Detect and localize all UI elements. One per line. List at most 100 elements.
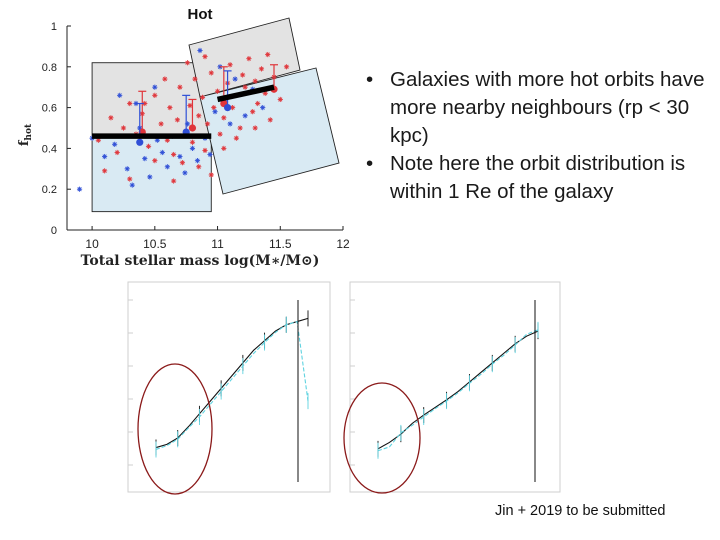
bullet-item: • Galaxies with more hot orbits have more… — [366, 66, 711, 150]
blue-scatter-point — [189, 145, 196, 151]
red-scatter-point — [211, 105, 217, 111]
bullet-text: Galaxies with more hot orbits have more … — [390, 68, 705, 147]
red-scatter-point — [221, 145, 227, 151]
x-tick-label: 10.5 — [143, 237, 167, 251]
red-scatter-point — [184, 60, 191, 66]
lower-left-highlight-circle — [137, 363, 213, 495]
red-scatter-point — [192, 76, 198, 82]
red-scatter-point — [240, 72, 246, 78]
red-scatter-point — [217, 131, 223, 137]
red-scatter-point — [208, 172, 214, 178]
blue-scatter-point — [76, 186, 83, 192]
red-scatter-point — [221, 115, 227, 121]
blue-scatter-point — [102, 153, 108, 160]
lower-right-highlight-circle — [343, 382, 421, 494]
red-scatter-point — [127, 176, 133, 182]
blue-scatter-point — [212, 109, 218, 115]
blue-scatter-point — [112, 141, 118, 147]
blue-scatter-point — [197, 47, 203, 54]
blue-scatter-point — [182, 170, 188, 176]
red-scatter-point — [152, 158, 158, 164]
blue-scatter-point — [232, 76, 238, 82]
red-scatter-point — [255, 100, 261, 107]
red-scatter-point — [114, 149, 120, 156]
x-tick-label: 11.5 — [269, 237, 292, 251]
red-scatter-point — [202, 147, 208, 154]
chart-title: Hot — [188, 6, 213, 23]
red-scatter-point — [204, 121, 211, 127]
red-scatter-point — [199, 94, 206, 100]
blue-mean-marker — [223, 104, 232, 112]
blue-scatter-point — [159, 149, 165, 156]
red-scatter-point — [102, 168, 108, 174]
bullet-list: • Galaxies with more hot orbits have more… — [366, 66, 711, 206]
blue-scatter-point — [207, 151, 213, 158]
red-scatter-point — [265, 51, 271, 58]
red-scatter-point — [233, 135, 239, 141]
y-tick-label: 0.4 — [42, 143, 57, 155]
y-tick-label: 0.2 — [42, 184, 57, 196]
black-profile-line — [377, 330, 539, 450]
citation: Jin + 2019 to be submitted — [495, 503, 666, 519]
red-scatter-point — [277, 96, 283, 103]
blue-scatter-point — [152, 84, 158, 90]
y-tick-label: 0 — [51, 225, 57, 237]
red-scatter-point — [246, 56, 252, 62]
bullet-item: • Note here the orbit distribution is wit… — [366, 150, 711, 206]
red-scatter-point — [171, 178, 177, 184]
red-scatter-point — [95, 137, 101, 143]
bullet-text: Note here the orbit distribution is with… — [390, 152, 686, 203]
x-tick-label: 12 — [336, 237, 350, 251]
blue-scatter-point — [117, 92, 123, 98]
red-scatter-point — [167, 105, 173, 111]
red-scatter-point — [227, 62, 233, 68]
red-mean-marker — [188, 124, 197, 132]
red-scatter-point — [252, 78, 258, 84]
red-scatter-point — [162, 76, 168, 82]
red-scatter-point — [283, 64, 290, 70]
red-scatter-point — [187, 102, 193, 109]
black-profile-line — [155, 317, 309, 449]
blue-scatter-point — [260, 105, 266, 111]
blue-scatter-point — [147, 174, 153, 180]
lower-panel-frame — [127, 281, 331, 493]
y-tick-label: 0.6 — [42, 103, 57, 115]
blue-region-box-rotated — [199, 67, 340, 195]
blue-scatter-point — [177, 153, 183, 160]
blue-scatter-point — [142, 156, 148, 162]
x-tick-label: 10 — [85, 237, 99, 251]
x-tick-label: 11 — [211, 237, 224, 251]
red-scatter-point — [252, 125, 258, 131]
red-scatter-point — [152, 92, 158, 98]
bullet-dot: • — [366, 152, 374, 175]
cyan-profile-line — [155, 320, 309, 450]
red-scatter-point — [171, 151, 177, 158]
bullet-dot: • — [366, 68, 374, 91]
red-scatter-point — [177, 84, 183, 90]
y-tick-label: 0.8 — [42, 62, 57, 74]
y-tick-label: 1 — [51, 21, 57, 33]
blue-scatter-point — [242, 113, 248, 119]
red-scatter-point — [145, 143, 152, 149]
red-scatter-point — [196, 164, 202, 170]
trend-line — [216, 84, 275, 103]
red-scatter-point — [127, 100, 133, 107]
red-scatter-point — [258, 66, 265, 72]
red-scatter-point — [158, 121, 164, 127]
cyan-profile-line — [377, 329, 539, 452]
blue-scatter-point — [129, 182, 135, 188]
blue-mean-marker — [136, 138, 144, 146]
x-axis-label: Total stellar mass log(M∗/M⊙) — [81, 253, 320, 269]
scatter-layer: 10 10.5 11 11.5 12 0 0.2 0.4 0.6 0.8 1 — [42, 17, 350, 251]
red-scatter-point — [237, 125, 243, 131]
red-scatter-point — [189, 139, 196, 145]
red-scatter-point — [196, 113, 202, 119]
lower-panel-frame — [349, 281, 561, 493]
blue-scatter-point — [194, 158, 201, 164]
blue-scatter-point — [124, 166, 130, 172]
red-scatter-point — [120, 125, 127, 131]
blue-scatter-point — [227, 121, 233, 127]
lower-panels — [127, 281, 561, 493]
